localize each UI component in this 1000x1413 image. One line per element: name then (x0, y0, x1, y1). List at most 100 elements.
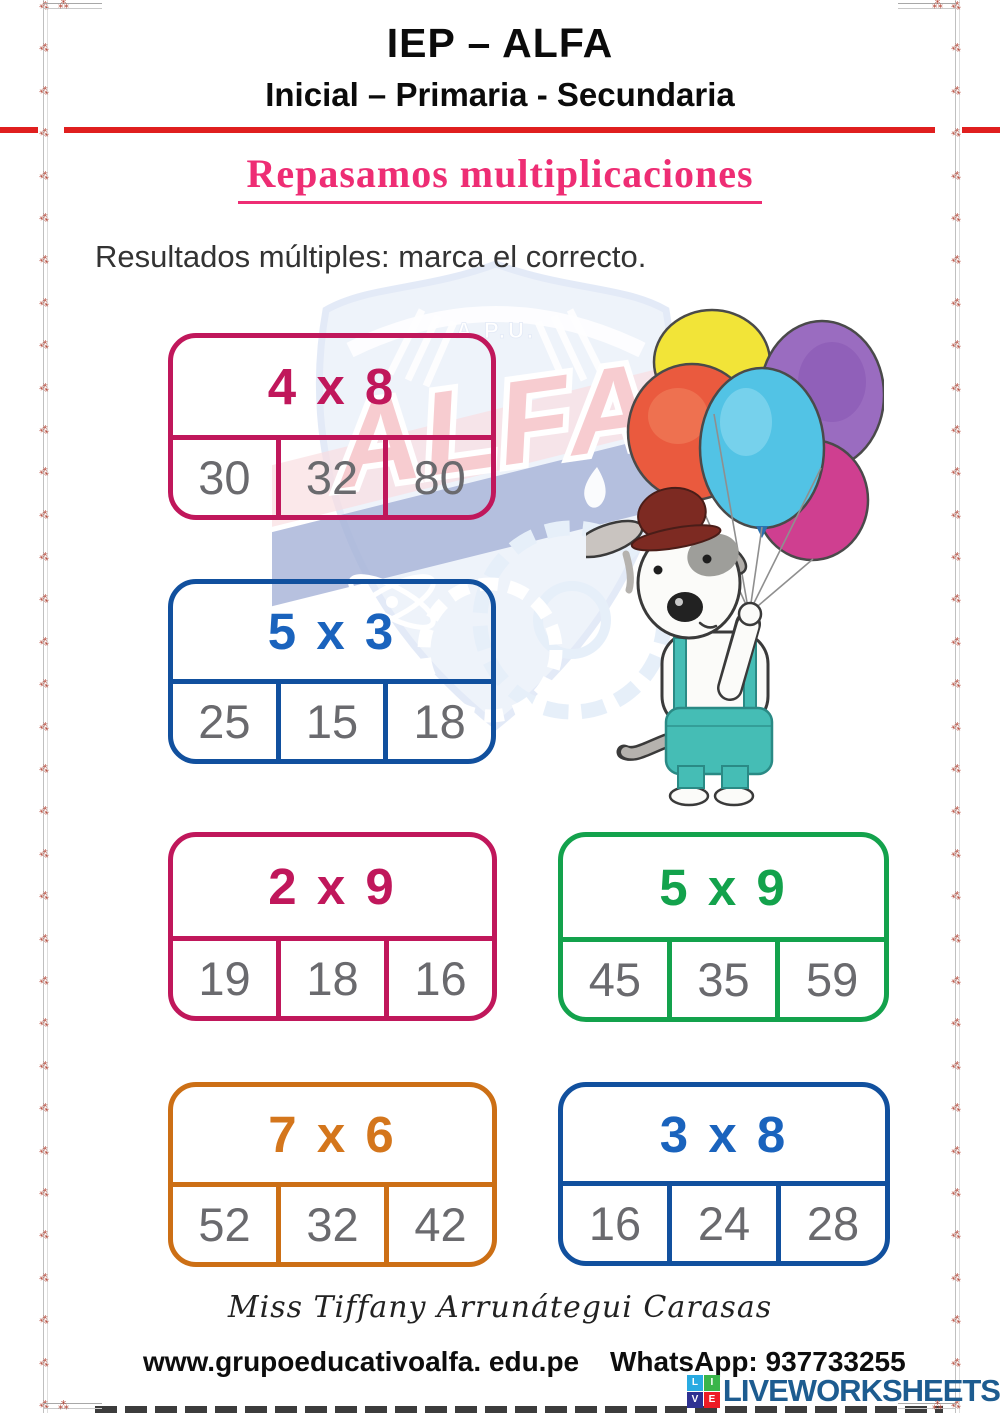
floret-ornament: ⁂ (37, 635, 51, 650)
floret-ornament: ⁂ (949, 254, 963, 268)
problem-card-5x9: 5 x 9 45 35 59 (558, 832, 889, 1022)
floret-ornament: ⁂ (949, 381, 963, 395)
floret-icon: ⁂ (58, 1400, 69, 1412)
header-rule (64, 127, 935, 133)
worksheet-title-text: Repasamos multiplicaciones (238, 150, 762, 204)
floret-icon: ⁂ (932, 0, 943, 11)
floret-ornament: ⁂ (37, 1102, 51, 1116)
floret-ornament: ⁂ (37, 974, 51, 989)
floret-ornament: ⁂ (37, 593, 51, 607)
answer-option[interactable]: 16 (588, 1197, 642, 1250)
floret-ornament: ⁂ (37, 678, 51, 692)
logo-square: I (703, 1374, 720, 1391)
floret-ornament: ⁂ (949, 678, 963, 692)
decorative-border-right: ⁂ ⁂ ⁂ ⁂ ⁂ ⁂ ⁂ ⁂ ⁂ ⁂ ⁂ ⁂ ⁂ ⁂ ⁂ ⁂ ⁂ ⁂ ⁂ ⁂ ⁂ ⁂ ⁂ ⁂ ⁂ ⁂ ⁂ ⁂ ⁂ ⁂ ⁂ ⁂ ⁂ ⁂ (948, 0, 964, 1413)
logo-square: L (686, 1374, 703, 1391)
corner-ornament-bottom-left (44, 1403, 102, 1409)
floret-ornament: ⁂ (949, 1356, 963, 1370)
answer-option[interactable]: 25 (198, 695, 251, 748)
answer-option[interactable]: 24 (667, 1186, 776, 1261)
floret-ornament: ⁂ (37, 84, 51, 98)
problem-label: 2 x 9 (268, 858, 397, 915)
floret-ornament: ⁂ (949, 890, 963, 904)
answer-option[interactable]: 45 (588, 953, 641, 1006)
liveworksheets-logo: L I V E LIVEWORKSHEETS (686, 1373, 1000, 1409)
answer-option[interactable]: 15 (275, 684, 384, 759)
floret-ornament: ⁂ (37, 890, 51, 904)
floret-ornament: ⁂ (37, 720, 51, 734)
header-rule (962, 127, 1000, 133)
floret-ornament: ⁂ (949, 974, 963, 989)
floret-ornament: ⁂ (949, 762, 963, 777)
answer-row: 19 18 16 (173, 936, 492, 1016)
floret-ornament: ⁂ (949, 508, 963, 522)
floret-ornament: ⁂ (949, 466, 963, 480)
liveworksheets-icon: L I V E (686, 1374, 720, 1408)
answer-option[interactable]: 80 (383, 440, 491, 515)
floret-ornament: ⁂ (37, 1313, 51, 1328)
floret-ornament: ⁂ (37, 296, 51, 310)
problem-card-5x3: 5 x 3 25 15 18 (168, 579, 496, 764)
problem-card-3x8: 3 x 8 16 24 28 (558, 1082, 890, 1266)
floret-ornament: ⁂ (37, 847, 51, 861)
problem-label: 5 x 9 (659, 858, 788, 916)
answer-row: 30 32 80 (173, 435, 491, 515)
school-name: IEP – ALFA (386, 20, 614, 66)
answer-option[interactable]: 19 (198, 952, 251, 1005)
answer-option[interactable]: 35 (666, 942, 776, 1017)
answer-row: 25 15 18 (173, 679, 491, 759)
floret-ornament: ⁂ (37, 1186, 51, 1201)
floret-ornament: ⁂ (37, 762, 51, 777)
liveworksheets-wordmark: LIVEWORKSHEETS (722, 1373, 1000, 1408)
floret-ornament: ⁂ (37, 466, 51, 480)
floret-ornament: ⁂ (37, 508, 51, 522)
logo-square: E (703, 1391, 720, 1408)
problem-card-7x6: 7 x 6 52 32 42 (168, 1082, 497, 1267)
floret-ornament: ⁂ (37, 1356, 51, 1370)
teacher-name: Miss Tiffany Arrunátegui Carasas (227, 1290, 773, 1325)
answer-option[interactable]: 32 (276, 1187, 384, 1262)
floret-ornament: ⁂ (949, 42, 963, 56)
answer-option[interactable]: 18 (383, 684, 491, 759)
answer-option[interactable]: 16 (384, 941, 492, 1016)
answer-row: 45 35 59 (563, 937, 884, 1017)
problem-card-2x9: 2 x 9 19 18 16 (168, 832, 497, 1021)
answer-option[interactable]: 42 (384, 1187, 492, 1262)
answer-option[interactable]: 18 (276, 941, 384, 1016)
floret-ornament: ⁂ (37, 1229, 51, 1243)
floret-ornament: ⁂ (37, 42, 51, 56)
floret-ornament: ⁂ (949, 84, 963, 98)
floret-ornament: ⁂ (37, 127, 51, 141)
floret-ornament: ⁂ (949, 847, 963, 861)
floret-icon: ⁂ (932, 1400, 943, 1412)
floret-ornament: ⁂ (37, 381, 51, 395)
floret-ornament: ⁂ (37, 1271, 51, 1285)
floret-ornament: ⁂ (949, 635, 963, 650)
school-website: www.grupoeducativoalfa. edu.pe (143, 1346, 580, 1377)
floret-ornament: ⁂ (949, 1186, 963, 1201)
floret-ornament: ⁂ (37, 1059, 51, 1073)
floret-ornament: ⁂ (949, 1271, 963, 1285)
floret-ornament: ⁂ (37, 805, 51, 819)
floret-ornament: ⁂ (37, 338, 51, 353)
problem-label: 3 x 8 (659, 1105, 789, 1163)
corner-ornament-bottom-right (898, 1403, 956, 1409)
floret-ornament: ⁂ (949, 1059, 963, 1073)
answer-option[interactable]: 59 (775, 942, 884, 1017)
bottom-dashed-rule (95, 1406, 943, 1413)
answer-option[interactable]: 52 (198, 1198, 251, 1251)
answer-row: 52 32 42 (173, 1182, 492, 1262)
answer-option[interactable]: 28 (776, 1186, 885, 1261)
floret-ornament: ⁂ (37, 932, 51, 946)
floret-ornament: ⁂ (949, 1229, 963, 1243)
answer-option[interactable]: 30 (198, 451, 251, 504)
corner-ornament-top-left (44, 3, 102, 9)
problem-label: 4 x 8 (267, 358, 397, 415)
answer-option[interactable]: 32 (275, 440, 384, 515)
floret-ornament: ⁂ (949, 720, 963, 734)
floret-ornament: ⁂ (37, 169, 51, 183)
floret-ornament: ⁂ (37, 1017, 51, 1031)
floret-ornament: ⁂ (37, 423, 51, 438)
floret-ornament: ⁂ (37, 211, 51, 226)
